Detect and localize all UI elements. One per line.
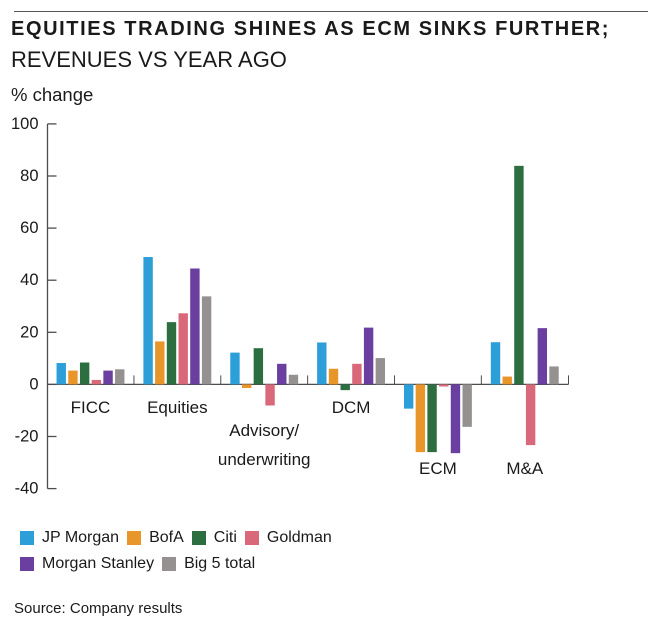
svg-text:-40: -40 (15, 480, 39, 498)
svg-text:60: 60 (20, 219, 38, 237)
svg-text:Equities: Equities (147, 398, 207, 417)
svg-text:-20: -20 (15, 428, 39, 446)
svg-text:ECM: ECM (419, 459, 457, 478)
svg-text:Advisory/: Advisory/ (229, 421, 299, 440)
svg-text:FICC: FICC (71, 398, 111, 417)
svg-text:M&A: M&A (506, 459, 544, 478)
svg-text:100: 100 (11, 115, 39, 133)
svg-text:0: 0 (29, 375, 38, 393)
svg-text:40: 40 (20, 271, 38, 289)
svg-text:20: 20 (20, 323, 38, 341)
svg-text:underwriting: underwriting (218, 450, 311, 469)
svg-text:80: 80 (20, 167, 38, 185)
svg-text:DCM: DCM (332, 398, 371, 417)
